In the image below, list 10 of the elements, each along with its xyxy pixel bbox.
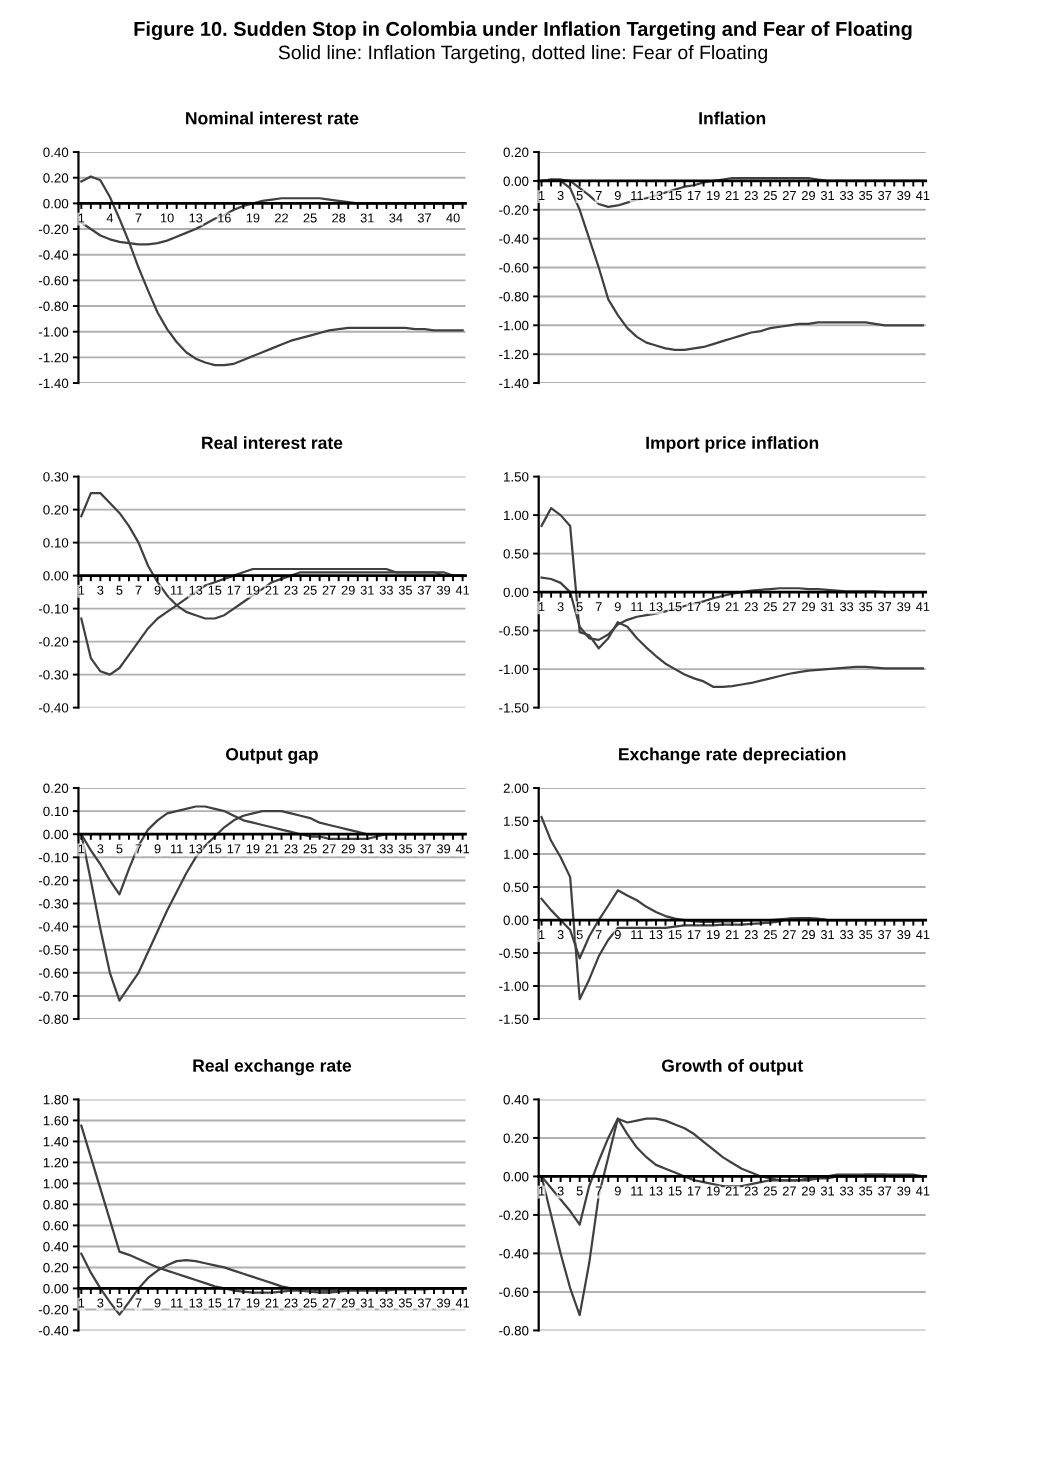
chart-title: Exchange rate depreciation [619, 747, 846, 764]
chart-title: Import price inflation [646, 436, 819, 453]
chart-title: Real interest rate [202, 436, 343, 450]
caption: Figure 10. Sudden Stop in Colombia under Inflation Targeting and Fear of Floating [134, 21, 912, 41]
text: Solid line: Inflation Targeting, dotted line: Fear of Floating [278, 45, 767, 64]
chart-title: Growth of output [661, 1058, 803, 1076]
chart-title: Inflation [699, 111, 766, 125]
chart-title: Output gap [226, 748, 318, 764]
chart-title: Nominal interest rate [186, 111, 359, 125]
chart-title: Real exchange rate [193, 1058, 352, 1076]
